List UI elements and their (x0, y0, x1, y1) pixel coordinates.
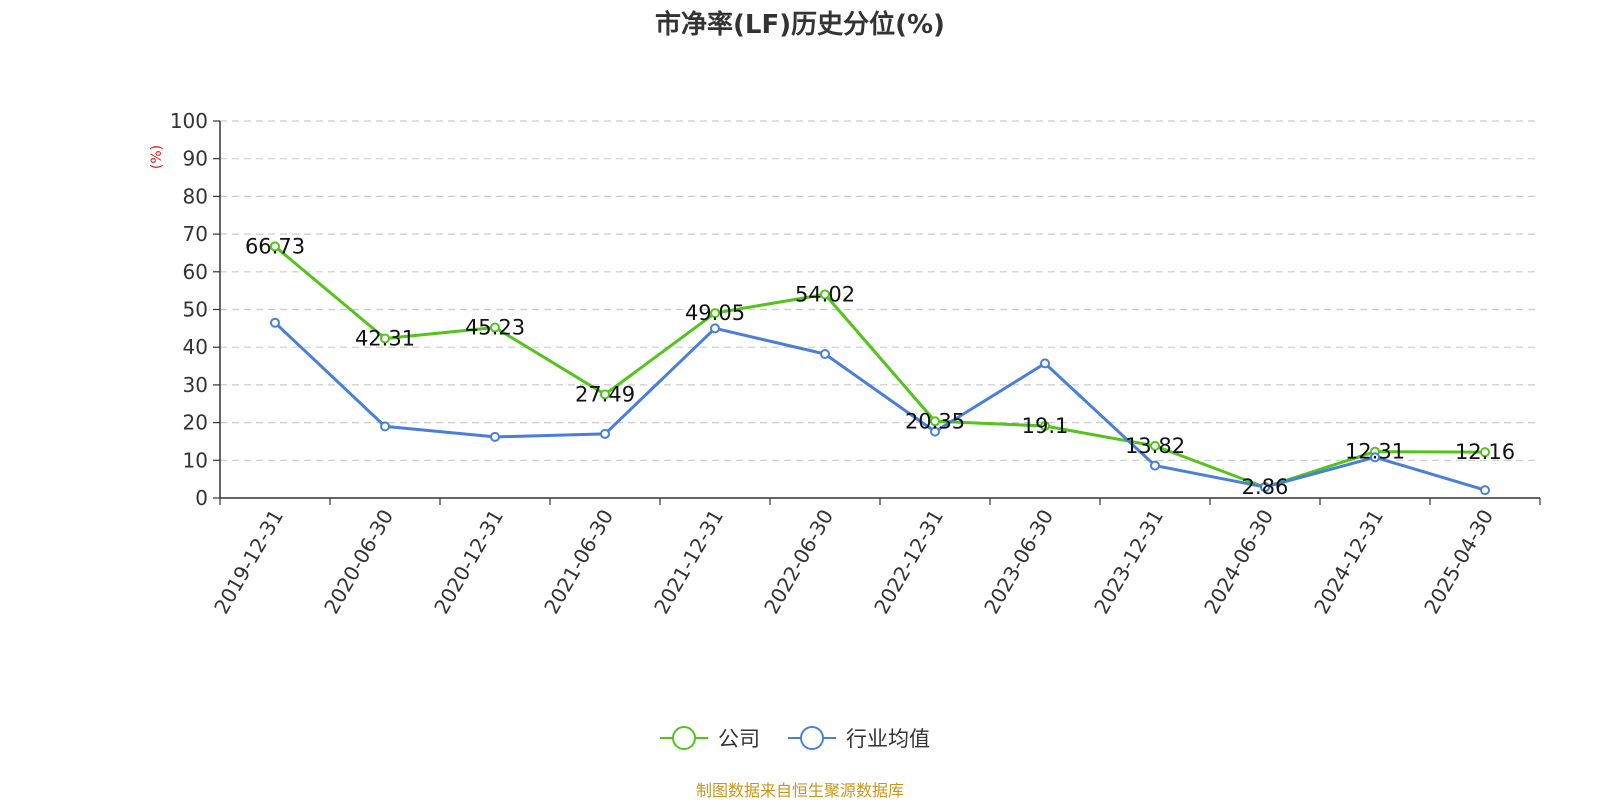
data-point (1040, 420, 1050, 431)
y-tick-label: 90 (183, 147, 208, 171)
legend[interactable]: 公司 行业均值 (660, 726, 930, 751)
data-point (1260, 482, 1270, 493)
data-label: 49.05 (685, 301, 745, 325)
series-line-1 (273, 321, 1487, 492)
data-point (710, 323, 720, 334)
x-tick-label: 2022-06-30 (759, 505, 838, 618)
data-label: 27.49 (575, 382, 635, 406)
y-tick-label: 10 (183, 448, 208, 472)
data-point (490, 322, 500, 333)
data-point (600, 428, 610, 439)
data-labels: 66.73 42.31 45.23 27.49 49.05 54.02 20.35 19.1 1… (245, 234, 1515, 499)
y-axis-unit-label: (%) (149, 145, 165, 169)
data-label: 20.35 (905, 409, 965, 433)
data-point (270, 317, 280, 328)
x-tick-label: 2024-06-30 (1199, 505, 1278, 618)
y-tick-label: 100 (170, 109, 208, 133)
legend-label: 行业均值 (846, 727, 930, 751)
data-point (1480, 447, 1490, 458)
source-note: 制图数据来自恒生聚源数据库 (696, 781, 904, 800)
data-label: 12.31 (1345, 440, 1405, 464)
data-point (1040, 358, 1050, 369)
data-label: 45.23 (465, 315, 525, 339)
data-point (1480, 485, 1490, 496)
data-point (1150, 460, 1160, 471)
data-point (820, 348, 830, 359)
data-label: 12.16 (1455, 440, 1515, 464)
data-point (490, 431, 500, 442)
legend-item-0[interactable]: 公司 (660, 726, 760, 751)
x-tick-label: 2019-12-31 (209, 505, 288, 618)
axes (213, 120, 1541, 505)
data-label: 2.86 (1242, 475, 1289, 499)
data-label: 19.1 (1022, 414, 1069, 438)
data-label: 66.73 (245, 234, 305, 258)
data-point (930, 416, 940, 427)
data-point (820, 289, 830, 300)
legend-marker (800, 726, 824, 750)
y-tick-label: 40 (183, 335, 208, 359)
data-point (270, 241, 280, 252)
x-tick-label: 2023-12-31 (1089, 505, 1168, 618)
data-point (1370, 452, 1380, 463)
x-tick-label: 2020-06-30 (319, 505, 398, 618)
data-point (930, 426, 940, 437)
data-label: 42.31 (355, 326, 415, 350)
x-tick-label: 2021-12-31 (649, 505, 728, 618)
x-axis-ticks: 2019-12-31 2020-06-30 2020-12-31 2021-06-30… (209, 505, 1498, 618)
y-axis-ticks: 0 10 20 30 40 50 60 70 80 90 100 (170, 109, 208, 510)
data-point (380, 421, 390, 432)
y-tick-label: 0 (195, 486, 208, 510)
y-tick-label: 50 (183, 298, 208, 322)
y-tick-label: 70 (183, 222, 208, 246)
data-point (1150, 440, 1160, 451)
data-point (600, 389, 610, 400)
series-lines (270, 241, 1490, 496)
legend-item-1[interactable]: 行业均值 (788, 726, 930, 751)
y-tick-label: 30 (183, 373, 208, 397)
y-tick-label: 60 (183, 260, 208, 284)
data-point (710, 308, 720, 319)
x-tick-label: 2022-12-31 (869, 505, 948, 618)
data-label: 54.02 (795, 282, 855, 306)
chart-title: 市净率(LF)历史分位(%) (655, 9, 945, 40)
x-tick-label: 2020-12-31 (429, 505, 508, 618)
legend-marker (672, 726, 696, 750)
x-tick-label: 2025-04-30 (1419, 505, 1498, 618)
legend-label: 公司 (718, 727, 760, 751)
y-tick-label: 80 (183, 184, 208, 208)
x-tick-label: 2021-06-30 (539, 505, 618, 618)
data-label: 13.82 (1125, 434, 1185, 458)
series-line-0 (273, 244, 1487, 489)
gridlines (220, 120, 1540, 461)
y-tick-label: 20 (183, 411, 208, 435)
x-tick-label: 2024-12-31 (1309, 505, 1388, 618)
x-tick-label: 2023-06-30 (979, 505, 1058, 618)
data-point (380, 333, 390, 344)
